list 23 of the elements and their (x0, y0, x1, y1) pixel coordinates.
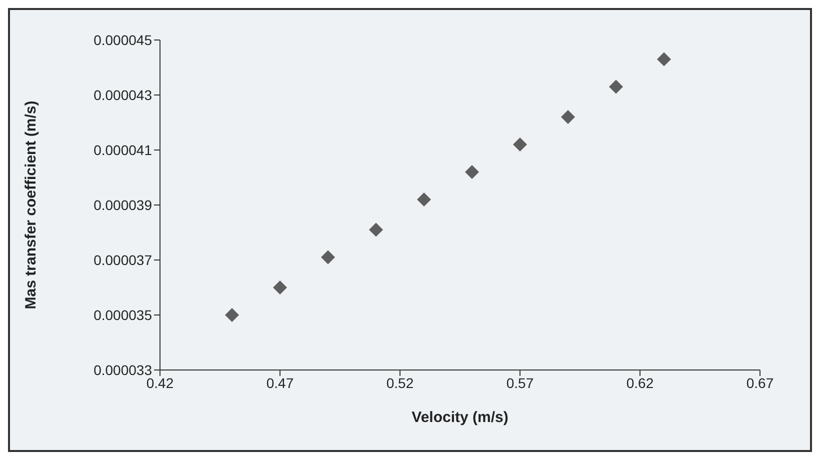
x-axis-title: Velocity (m/s) (412, 409, 508, 426)
point (513, 138, 527, 152)
y-tick-label: 0.000037 (94, 252, 152, 268)
point (561, 110, 575, 124)
x-tick-label: 0.47 (266, 374, 294, 391)
point (321, 250, 335, 264)
x-tick-label: 0.57 (506, 374, 534, 391)
y-axis-title: Mas transfer coefficient (m/s) (22, 100, 40, 310)
point (225, 308, 239, 322)
point (609, 80, 623, 94)
point (417, 192, 431, 206)
y-tick-label: 0.000041 (94, 142, 152, 158)
x-tick-label: 0.67 (746, 374, 774, 391)
x-tick-label: 0.52 (386, 374, 414, 391)
point (465, 165, 479, 179)
y-tick-label: 0.000039 (94, 196, 152, 213)
y-tick-label: 0.000035 (94, 306, 152, 323)
y-tick-label: 0.000045 (94, 32, 152, 48)
point (273, 280, 287, 294)
x-tick-label: 0.62 (626, 374, 654, 391)
point (657, 52, 671, 66)
point (369, 222, 383, 237)
y-tick-label: 0.000043 (94, 86, 152, 103)
